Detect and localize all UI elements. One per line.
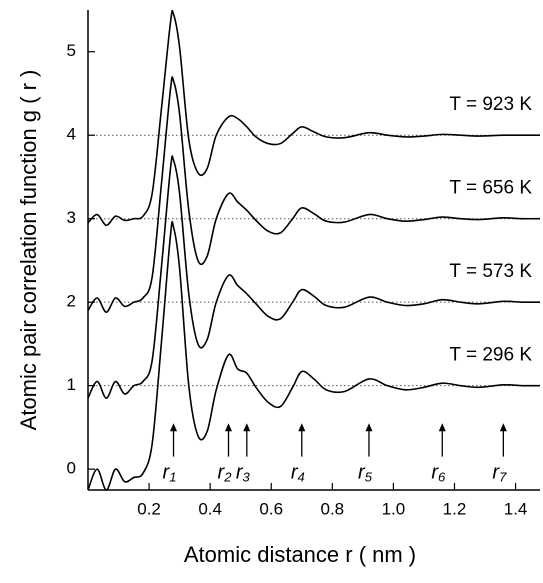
annotation-text: r <box>163 462 171 484</box>
annotation-label: r6 <box>431 462 446 485</box>
annotation-text: r <box>358 462 366 484</box>
series-label: T = 923 K <box>449 94 532 115</box>
series-line <box>87 9 540 227</box>
arrow-head <box>224 423 232 432</box>
x-tick-label: 1.0 <box>382 499 406 518</box>
annotation-text: r <box>492 462 500 484</box>
annotation-label: r4 <box>291 462 305 485</box>
y-tick-label: 3 <box>67 208 76 227</box>
annotation-text: r <box>291 462 299 484</box>
series-line <box>87 221 541 491</box>
series-label: T = 573 K <box>449 261 532 282</box>
arrow-head <box>365 423 373 432</box>
x-tick-label: 0.8 <box>321 499 345 518</box>
annotation-label: r7 <box>492 462 507 485</box>
y-tick-label: 0 <box>67 459 76 478</box>
annotation-subscript: 7 <box>499 470 507 485</box>
arrow-head <box>298 423 306 432</box>
x-tick-label: 0.6 <box>259 499 283 518</box>
series-label: T = 656 K <box>449 178 532 199</box>
y-tick-label: 5 <box>67 41 76 60</box>
annotation-label: r1 <box>163 462 177 485</box>
arrow-head <box>243 423 251 432</box>
annotation-subscript: 3 <box>243 470 251 485</box>
x-tick-label: 1.4 <box>504 499 528 518</box>
arrow-head <box>170 423 178 432</box>
annotation-text: r <box>236 462 244 484</box>
y-tick-label: 4 <box>67 125 76 144</box>
annotation-subscript: 2 <box>223 470 232 485</box>
series-label: T = 296 K <box>449 345 532 366</box>
x-tick-label: 1.2 <box>443 499 467 518</box>
series-line <box>87 155 541 399</box>
annotation-label: r2 <box>218 462 233 485</box>
series-line <box>87 76 541 313</box>
x-tick-label: 0.2 <box>137 499 161 518</box>
annotation-subscript: 6 <box>438 470 446 485</box>
y-axis-label: Atomic pair correlation function g ( r ) <box>16 70 41 431</box>
arrow-head <box>438 423 446 432</box>
annotation-label: r3 <box>236 462 251 485</box>
x-tick-label: 0.4 <box>198 499 222 518</box>
annotation-subscript: 5 <box>365 470 373 485</box>
annotation-subscript: 1 <box>169 470 176 485</box>
y-tick-label: 1 <box>67 375 76 394</box>
annotation-text: r <box>431 462 439 484</box>
y-tick-label: 2 <box>67 292 76 311</box>
annotation-label: r5 <box>358 462 373 485</box>
annotation-subscript: 4 <box>298 470 305 485</box>
annotation-text: r <box>218 462 226 484</box>
x-axis-label: Atomic distance r ( nm ) <box>184 542 416 567</box>
arrow-head <box>499 423 507 432</box>
